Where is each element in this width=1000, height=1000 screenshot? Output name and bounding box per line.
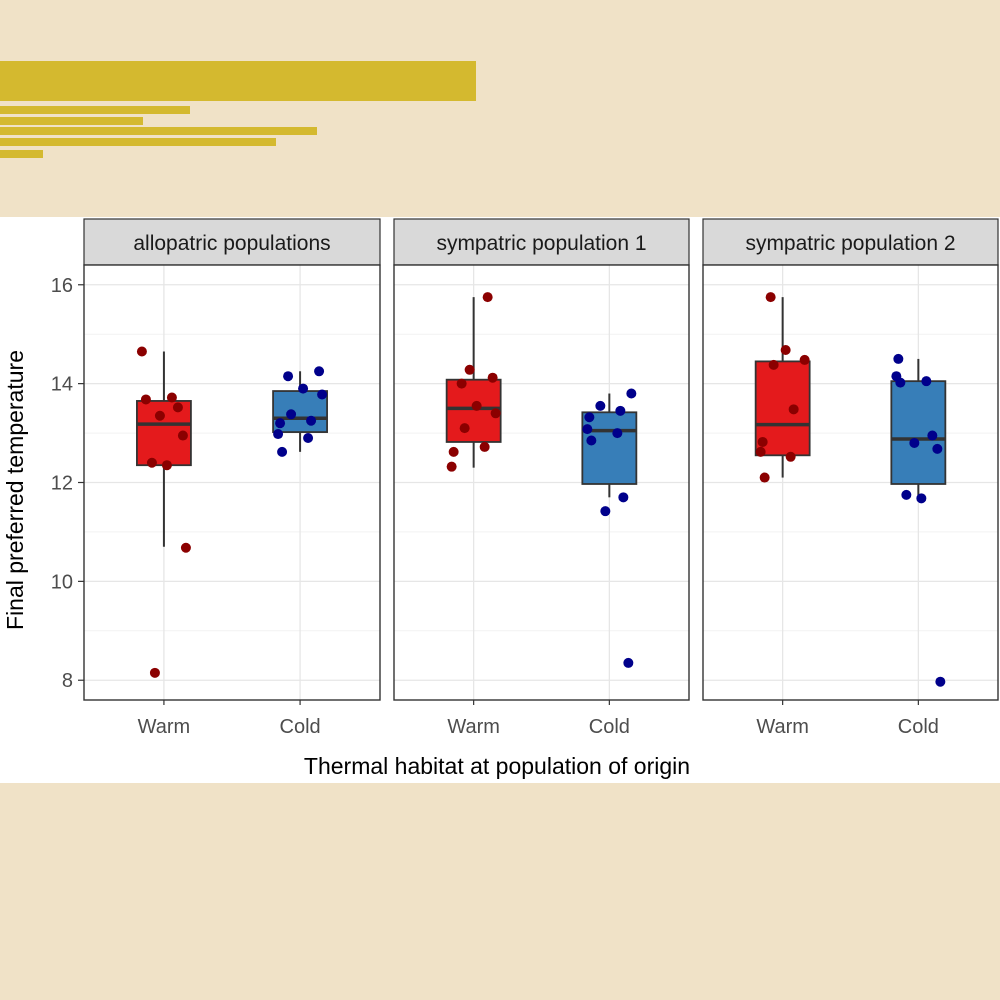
data-point <box>799 354 810 365</box>
data-point <box>314 366 325 377</box>
facet-strip <box>393 218 690 266</box>
data-point <box>600 506 611 517</box>
x-axis-title: Thermal habitat at population of origin <box>304 753 690 779</box>
data-point <box>487 372 498 383</box>
data-point <box>765 292 776 303</box>
y-tick-label: 10 <box>51 571 73 593</box>
x-tick-label: Warm <box>138 716 191 738</box>
data-point <box>757 436 768 447</box>
data-point <box>927 430 938 441</box>
data-point <box>146 457 157 468</box>
y-axis-title: Final preferred temperature <box>2 350 28 630</box>
facet-panel: sympatric population 1 Warm Cold <box>393 218 690 738</box>
data-point <box>895 377 906 388</box>
data-point <box>459 423 470 434</box>
data-point <box>780 345 791 356</box>
data-point <box>785 451 796 462</box>
panel-border <box>702 264 999 701</box>
data-point <box>582 424 593 435</box>
chart-panel: allopatric populations Warm Cold sympatric … <box>0 217 1000 783</box>
x-tick-label: Cold <box>898 716 939 738</box>
data-point <box>935 676 946 687</box>
x-tick-label: Warm <box>756 716 809 738</box>
data-point <box>286 409 297 420</box>
data-point <box>759 472 770 483</box>
data-point <box>615 405 626 416</box>
data-point <box>273 429 284 440</box>
data-point <box>166 392 177 403</box>
data-point <box>618 492 629 503</box>
y-tick-label: 8 <box>62 670 73 692</box>
header-line-1 <box>0 106 190 114</box>
data-point <box>482 292 493 303</box>
data-point <box>298 383 309 394</box>
data-point <box>586 435 597 446</box>
data-point <box>595 400 606 411</box>
data-point <box>490 408 501 419</box>
header-line-4 <box>0 138 276 146</box>
x-tick-label: Warm <box>447 716 500 738</box>
data-point <box>612 428 623 439</box>
data-point <box>909 437 920 448</box>
data-point <box>161 460 172 471</box>
data-point <box>623 657 634 668</box>
data-point <box>446 461 457 472</box>
data-point <box>306 415 317 426</box>
facet-panel: sympatric population 2 Warm Cold <box>702 218 999 738</box>
y-tick-label: 16 <box>51 275 73 297</box>
x-tick-label: Cold <box>280 716 321 738</box>
data-point <box>464 364 475 375</box>
data-point <box>893 353 904 364</box>
data-point <box>140 394 151 405</box>
data-point <box>172 402 183 413</box>
data-point <box>584 412 595 423</box>
facet-strip-label: sympatric population 1 <box>436 232 646 255</box>
data-point <box>755 446 766 457</box>
header-title-bar <box>0 61 476 101</box>
data-point <box>154 410 165 421</box>
x-tick-label: Cold <box>589 716 630 738</box>
data-point <box>471 400 482 411</box>
data-point <box>180 542 191 553</box>
data-point <box>448 446 459 457</box>
data-point <box>136 346 147 357</box>
header-line-3 <box>0 127 317 135</box>
facet-panel: allopatric populations Warm Cold <box>83 218 381 738</box>
data-point <box>177 430 188 441</box>
facet-strip-label: sympatric population 2 <box>745 232 955 255</box>
panel-border <box>393 264 690 701</box>
facet-strip-label: allopatric populations <box>133 232 330 255</box>
data-point <box>932 443 943 454</box>
data-point <box>275 418 286 429</box>
data-point <box>317 389 328 400</box>
box-cold <box>581 411 638 485</box>
data-point <box>303 433 314 444</box>
box-cold <box>890 380 947 485</box>
data-point <box>283 371 294 382</box>
data-point <box>916 493 927 504</box>
header-line-2 <box>0 117 143 125</box>
data-point <box>277 446 288 457</box>
data-point <box>456 378 467 389</box>
y-tick-label: 12 <box>51 473 73 495</box>
header-line-5 <box>0 150 43 158</box>
data-point <box>921 376 932 387</box>
data-point <box>149 667 160 678</box>
box-warm <box>754 360 811 457</box>
y-tick-label: 14 <box>51 374 73 396</box>
data-point <box>768 359 779 370</box>
data-point <box>788 404 799 415</box>
facet-strip <box>83 218 381 266</box>
data-point <box>479 441 490 452</box>
data-point <box>901 489 912 500</box>
data-point <box>626 388 637 399</box>
